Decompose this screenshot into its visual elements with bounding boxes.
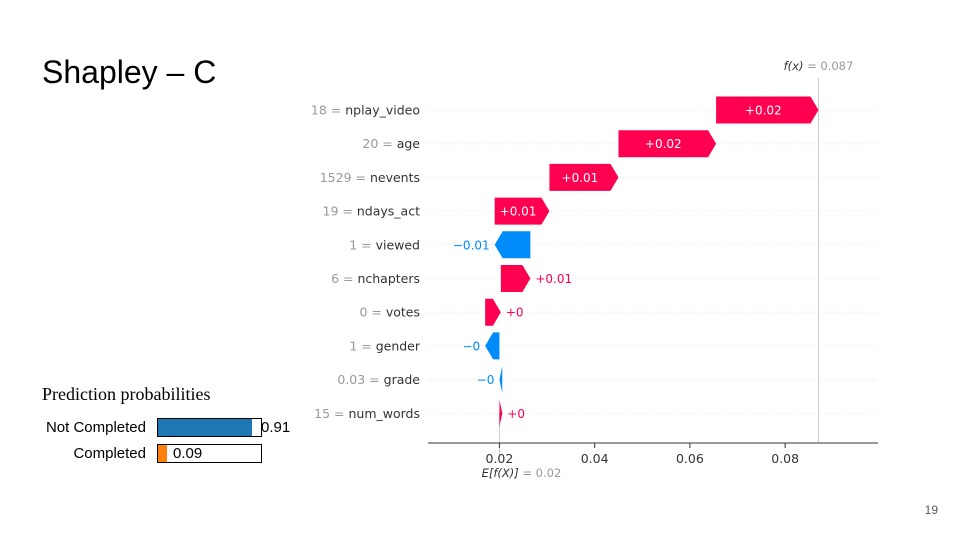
probability-bar-fill <box>158 419 252 436</box>
shap-value-label-grade: −0 <box>477 373 495 387</box>
shap-value-label-num_words: +0 <box>507 407 525 421</box>
slide-title: Shapley – C <box>42 54 217 90</box>
x-tick-label: 0.08 <box>771 451 799 466</box>
probability-value: 0.91 <box>261 419 291 436</box>
feature-label-nchapters: 6 = nchapters <box>331 271 420 286</box>
feature-label-gender: 1 = gender <box>349 338 421 353</box>
shap-value-label-nevents: +0.01 <box>562 171 599 185</box>
probability-row-completed: Completed 0.09 <box>0 444 960 464</box>
shap-value-label-nplay_video: +0.02 <box>745 104 782 118</box>
probability-row-not-completed: Not Completed 0.91 <box>0 418 960 438</box>
feature-label-num_words: 15 = num_words <box>314 406 420 421</box>
probability-bar-fill <box>158 445 168 462</box>
shap-bar-nplay_video <box>716 96 819 124</box>
shap-bar-num_words <box>499 399 503 427</box>
feature-label-ndays_act: 19 = ndays_act <box>323 204 421 219</box>
shap-value-label-age: +0.02 <box>645 137 682 151</box>
probability-value: 0.09 <box>173 445 203 462</box>
efx-label: E[f(X)] = 0.02 <box>482 466 562 480</box>
shap-value-label-nchapters: +0.01 <box>535 272 572 286</box>
shap-value-label-viewed: −0.01 <box>453 238 490 252</box>
shap-value-label-gender: −0 <box>462 339 480 353</box>
feature-label-grade: 0.03 = grade <box>337 372 420 387</box>
shap-bar-nchapters <box>500 265 531 292</box>
page-number: 19 <box>924 503 938 517</box>
feature-label-nplay_video: 18 = nplay_video <box>311 103 420 118</box>
shap-value-label-votes: +0 <box>506 306 524 320</box>
probability-bar-frame <box>157 444 262 463</box>
feature-label-votes: 0 = votes <box>359 305 420 320</box>
fx-label: f(x) = 0.087 <box>784 59 854 73</box>
x-tick-label: 0.06 <box>676 451 704 466</box>
feature-label-viewed: 1 = viewed <box>349 237 420 252</box>
shap-bar-nevents <box>549 163 619 191</box>
probability-label: Not Completed <box>45 419 146 436</box>
prediction-probabilities-title: Prediction probabilities <box>42 384 211 404</box>
feature-label-age: 20 = age <box>362 136 420 151</box>
shap-bar-votes <box>485 298 501 326</box>
shap-bar-age <box>618 130 717 158</box>
probability-label: Completed <box>73 445 146 462</box>
x-tick-label: 0.02 <box>486 451 514 466</box>
x-tick-label: 0.04 <box>581 451 609 466</box>
shap-bar-gender <box>485 332 500 360</box>
feature-label-nevents: 1529 = nevents <box>320 170 420 185</box>
shap-bar-grade <box>499 366 503 394</box>
probability-bar-frame <box>157 418 262 437</box>
shap-bar-viewed <box>494 231 531 259</box>
shap-value-label-ndays_act: +0.01 <box>500 205 537 219</box>
shap-bar-ndays_act <box>494 197 550 225</box>
